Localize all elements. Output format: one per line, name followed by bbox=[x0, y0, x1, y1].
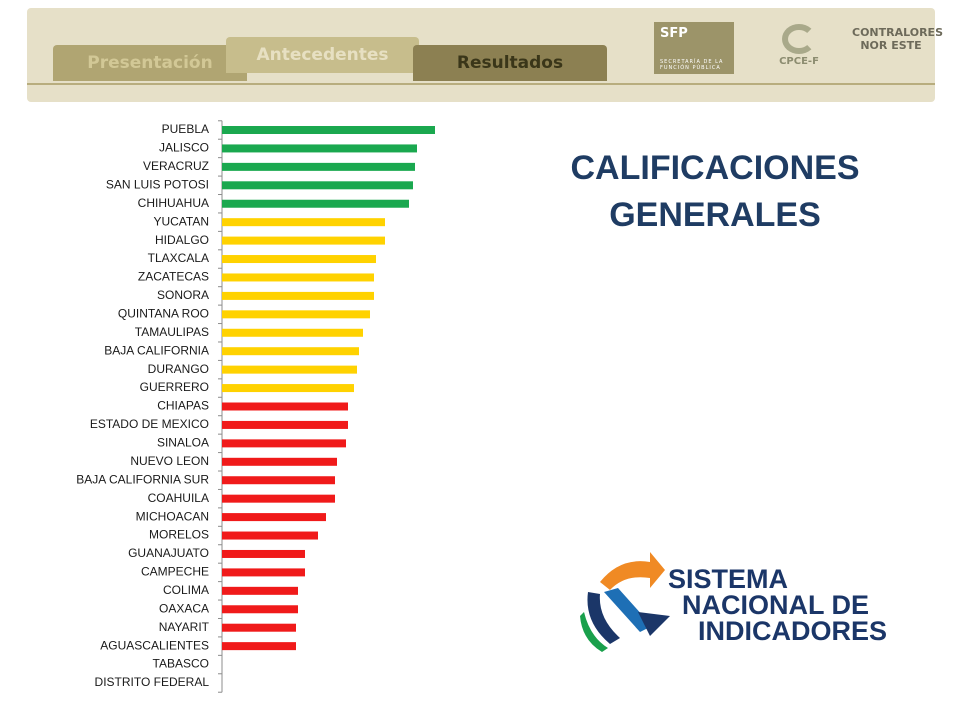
bar bbox=[222, 457, 337, 466]
category-label: AGUASCALIENTES bbox=[100, 638, 209, 652]
category-label: NAYARIT bbox=[159, 620, 210, 634]
emblem-stripe bbox=[638, 612, 670, 636]
bar bbox=[222, 623, 296, 632]
sni-line: INDICADORES bbox=[698, 616, 888, 646]
category-label: PUEBLA bbox=[162, 122, 209, 136]
contralores-logo: CONTRALORES NOR ESTE bbox=[852, 26, 943, 52]
bar bbox=[222, 494, 335, 503]
logo-text: CPCE-F bbox=[779, 56, 819, 67]
logo-subtitle: SECRETARÍA DE LA FUNCIÓN PÚBLICA bbox=[660, 59, 724, 71]
emblem-stripe bbox=[587, 592, 620, 644]
bar bbox=[222, 255, 376, 264]
category-label: ZACATECAS bbox=[138, 270, 209, 284]
category-label: CHIHUAHUA bbox=[138, 196, 209, 210]
bar bbox=[222, 642, 296, 651]
category-label: MICHOACAN bbox=[136, 509, 209, 523]
category-label: DISTRITO FEDERAL bbox=[95, 675, 210, 689]
category-label: GUERRERO bbox=[140, 380, 209, 394]
category-label: SINALOA bbox=[157, 436, 209, 450]
logo-ring bbox=[782, 24, 816, 54]
category-label: MORELOS bbox=[149, 528, 209, 542]
bar bbox=[222, 568, 305, 577]
sni-line: SISTEMA bbox=[668, 564, 789, 594]
bar bbox=[222, 273, 374, 282]
bar bbox=[222, 291, 374, 300]
bar bbox=[222, 384, 354, 393]
bar bbox=[222, 199, 409, 208]
bar bbox=[222, 126, 435, 134]
bar bbox=[222, 328, 363, 337]
cpce-logo: CPCE-F bbox=[760, 22, 838, 74]
bar bbox=[222, 531, 318, 540]
bar bbox=[222, 365, 357, 374]
bar bbox=[222, 549, 305, 558]
bar bbox=[222, 513, 326, 522]
category-label: COLIMA bbox=[163, 583, 209, 597]
category-label: TLAXCALA bbox=[148, 251, 209, 265]
bar bbox=[222, 476, 335, 485]
bar bbox=[222, 181, 413, 190]
category-label: TABASCO bbox=[153, 657, 209, 671]
category-label: TAMAULIPAS bbox=[135, 325, 209, 339]
sfp-logo: SFP SECRETARÍA DE LA FUNCIÓN PÚBLICA bbox=[654, 22, 734, 74]
category-label: JALISCO bbox=[159, 141, 209, 155]
bar bbox=[222, 605, 298, 614]
tab[interactable]: Resultados bbox=[413, 45, 607, 81]
emblem-arrow bbox=[600, 552, 665, 590]
bar bbox=[222, 347, 359, 356]
category-label: DURANGO bbox=[148, 362, 209, 376]
tab[interactable]: Antecedentes bbox=[226, 37, 419, 73]
bar bbox=[222, 586, 298, 595]
category-label: NUEVO LEON bbox=[130, 454, 209, 468]
category-label: COAHUILA bbox=[148, 491, 209, 505]
chart-title: CALIFICACIONES GENERALES bbox=[570, 149, 860, 234]
category-label: GUANAJUATO bbox=[128, 546, 209, 560]
bar bbox=[222, 144, 417, 153]
bar bbox=[222, 162, 415, 171]
bar bbox=[222, 402, 348, 411]
category-label: ESTADO DE MEXICO bbox=[90, 417, 209, 431]
bar bbox=[222, 236, 385, 245]
category-label: OAXACA bbox=[159, 601, 209, 615]
emblem-stripe bbox=[580, 612, 608, 652]
category-label: YUCATAN bbox=[153, 214, 209, 228]
emblem-stripe bbox=[604, 588, 652, 632]
category-label: CAMPECHE bbox=[141, 565, 209, 579]
category-label: SAN LUIS POTOSI bbox=[106, 177, 209, 191]
category-label: HIDALGO bbox=[155, 233, 209, 247]
sni-emblem bbox=[580, 552, 670, 652]
bar bbox=[222, 218, 385, 227]
bar bbox=[222, 310, 370, 319]
header-line bbox=[27, 83, 935, 85]
tab[interactable]: Presentación bbox=[53, 45, 247, 81]
category-label: BAJA CALIFORNIA bbox=[104, 343, 209, 357]
category-label: CHIAPAS bbox=[157, 399, 209, 413]
category-label: SONORA bbox=[157, 288, 209, 302]
sni-line: NACIONAL DE bbox=[682, 590, 870, 620]
bar bbox=[222, 439, 346, 448]
sni-logo-text: SISTEMA NACIONAL DE INDICADORES bbox=[668, 564, 888, 646]
category-label: QUINTANA ROO bbox=[118, 307, 209, 321]
logo-text: SFP bbox=[660, 26, 688, 41]
category-label: VERACRUZ bbox=[143, 159, 209, 173]
bar bbox=[222, 420, 348, 429]
chart: PUEBLA JALISCO VERACRUZ SAN LUIS POTOSI CHIH… bbox=[76, 120, 435, 693]
category-label: BAJA CALIFORNIA SUR bbox=[76, 472, 209, 486]
